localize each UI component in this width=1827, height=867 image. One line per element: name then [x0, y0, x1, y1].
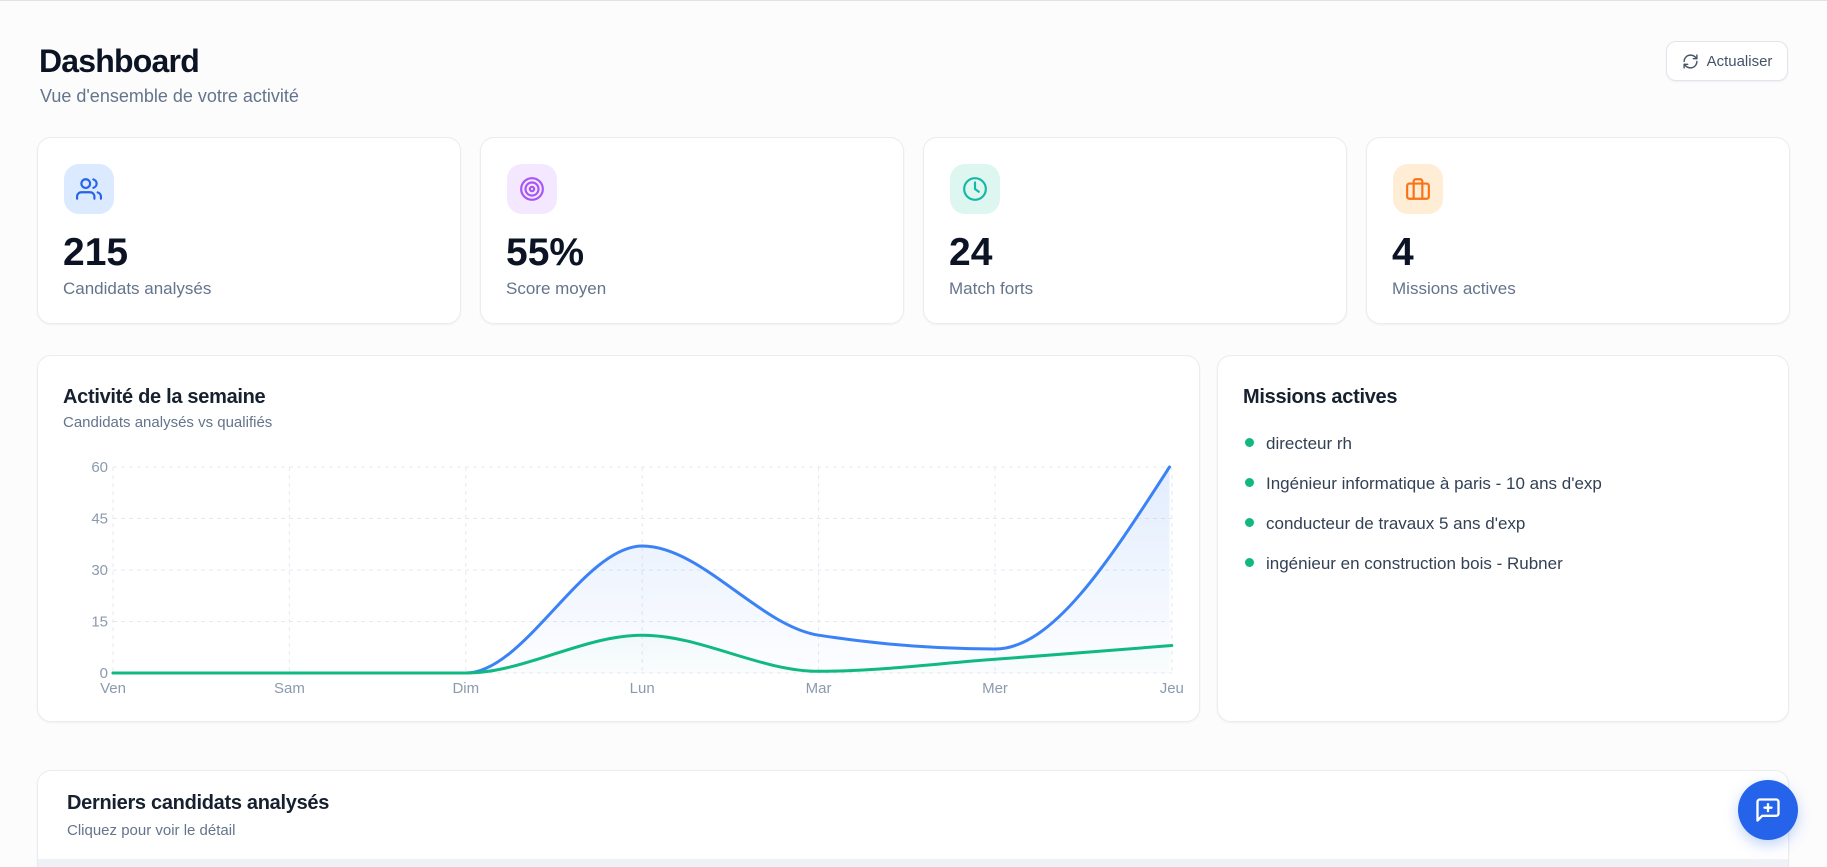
svg-text:0: 0: [100, 665, 108, 682]
svg-text:Lun: Lun: [630, 680, 655, 697]
svg-text:Mar: Mar: [806, 680, 832, 697]
svg-text:Ven: Ven: [100, 680, 126, 697]
svg-text:Dim: Dim: [452, 680, 479, 697]
svg-text:Mer: Mer: [982, 680, 1008, 697]
svg-text:30: 30: [91, 562, 108, 579]
svg-text:Jeu: Jeu: [1160, 680, 1184, 697]
svg-text:Sam: Sam: [274, 680, 305, 697]
svg-text:60: 60: [91, 459, 108, 476]
svg-text:45: 45: [91, 511, 108, 528]
svg-text:15: 15: [91, 614, 108, 631]
